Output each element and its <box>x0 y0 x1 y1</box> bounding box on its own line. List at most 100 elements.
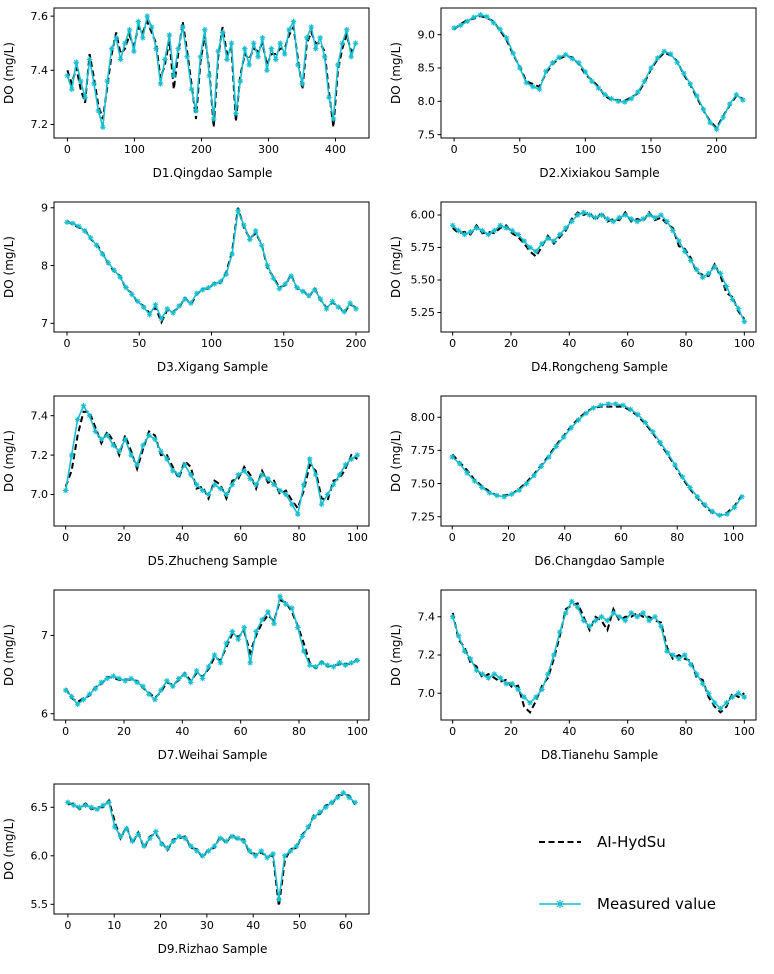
series-ai-hydsu-line <box>64 598 358 704</box>
x-tick-label: 40 <box>246 919 260 932</box>
x-tick-label: 60 <box>621 337 635 350</box>
x-tick-label: 300 <box>258 143 279 156</box>
y-axis-label: DO (mg/L) <box>2 42 16 104</box>
chart-d3-xigang: 0 50 100 150 200 7 8 9 DO (mg/L) D3.Xigang Sampl… <box>0 194 387 388</box>
dashed-line-icon <box>539 841 581 843</box>
x-tick-label: 100 <box>124 143 145 156</box>
x-tick-label: 50 <box>132 337 146 350</box>
chart-d1-qingdao: 0 100 200 300 400 7.2 7.4 7.6 DO (mg/L) D1.Qingd… <box>0 0 387 194</box>
y-axis-label: DO (mg/L) <box>2 430 16 492</box>
series-measured-markers <box>449 401 745 519</box>
x-tick-label: 80 <box>292 531 306 544</box>
chart-canvas: 0 20 40 60 80 100 5.25 5.50 5.75 6.00 DO (mg/L) <box>389 201 757 350</box>
chart-canvas: 0 50 100 150 200 7.5 8.0 8.5 9.0 DO (mg/L) <box>389 7 757 156</box>
series-measured-line <box>67 791 356 900</box>
series-measured-markers <box>62 593 361 708</box>
x-tick-label: 200 <box>345 337 366 350</box>
legend-label-measured: Measured value <box>597 895 717 913</box>
series-measured-markers <box>65 789 358 903</box>
x-tick-label: 60 <box>339 919 353 932</box>
legend-star-marker <box>556 900 564 908</box>
x-tick-label: 150 <box>641 143 662 156</box>
x-tick-label: 100 <box>734 337 755 350</box>
legend-label-ai-hydsu: AI-HydSu <box>597 833 666 851</box>
chart-xlabel: D3.Xigang Sample <box>156 360 269 374</box>
series-measured-markers <box>449 598 748 712</box>
axes-frame <box>53 395 370 527</box>
series-ai-hydsu-line <box>453 14 744 130</box>
y-tick-label: 8.0 <box>418 95 436 108</box>
x-tick-label: 100 <box>347 531 368 544</box>
x-tick-label: 0 <box>449 725 456 738</box>
y-tick-label: 6 <box>41 707 48 720</box>
x-tick-label: 40 <box>175 725 189 738</box>
x-tick-label: 20 <box>504 337 518 350</box>
y-axis-label: DO (mg/L) <box>2 236 16 298</box>
chart-d6-changdao: 0 20 40 60 80 100 7.25 7.50 7.75 8.00 DO (mg/L) D6… <box>387 388 774 582</box>
chart-canvas: 0 20 40 60 80 100 7.25 7.50 7.75 8.00 DO (mg/L) <box>389 395 757 544</box>
axes-frame <box>53 589 370 721</box>
x-tick-label: 0 <box>64 337 71 350</box>
x-tick-label: 100 <box>575 143 596 156</box>
x-tick-label: 40 <box>175 531 189 544</box>
chart-xlabel: D8.Tianehu Sample <box>540 748 659 762</box>
x-tick-label: 100 <box>723 531 744 544</box>
chart-canvas: 0 20 40 60 80 100 6 7 DO (mg/L) <box>2 589 370 738</box>
y-tick-label: 7.2 <box>418 649 436 662</box>
y-tick-label: 8 <box>41 259 48 272</box>
chart-canvas: 0 100 200 300 400 7.2 7.4 7.6 DO (mg/L) <box>2 7 370 156</box>
x-tick-label: 200 <box>191 143 212 156</box>
y-axis-label: DO (mg/L) <box>389 236 403 298</box>
legend-item-measured: Measured value <box>537 895 716 913</box>
series-measured-markers <box>451 11 746 133</box>
series-ai-hydsu-line <box>66 18 357 128</box>
y-tick-label: 7.0 <box>418 687 436 700</box>
y-tick-label: 8.00 <box>411 411 436 424</box>
x-tick-label: 100 <box>347 725 368 738</box>
series-measured-line <box>65 594 358 706</box>
x-tick-label: 150 <box>273 337 294 350</box>
chart-d7-weihai: 0 20 40 60 80 100 6 7 DO (mg/L) D7.Weihai Sample <box>0 582 387 776</box>
series-ai-hydsu-line <box>451 602 745 715</box>
chart-d5-zhucheng: 0 20 40 60 80 100 7.0 7.2 7.4 DO (mg/L) D5.Zhuche… <box>0 388 387 582</box>
y-axis-label: DO (mg/L) <box>389 42 403 104</box>
x-tick-label: 200 <box>706 143 727 156</box>
x-tick-label: 80 <box>670 531 684 544</box>
x-tick-label: 20 <box>502 531 516 544</box>
chart-canvas: 0 20 40 60 80 100 7.0 7.2 7.4 DO (mg/L) <box>2 395 370 544</box>
chart-xlabel: D4.Rongcheng Sample <box>531 360 668 374</box>
y-tick-label: 7.6 <box>31 10 49 23</box>
y-tick-label: 6.00 <box>411 209 436 222</box>
series-measured-markers <box>64 13 359 130</box>
chart-canvas: 0 10 20 30 40 50 60 5.5 6.0 6.5 DO (mg/L) <box>2 783 370 932</box>
y-tick-label: 9.0 <box>418 28 436 41</box>
chart-xlabel: D7.Weihai Sample <box>157 748 268 762</box>
chart-canvas: 0 50 100 150 200 7 8 9 DO (mg/L) <box>2 201 370 350</box>
x-tick-label: 60 <box>234 531 248 544</box>
x-tick-label: 10 <box>107 919 121 932</box>
chart-d9-rizhao: 0 10 20 30 40 50 60 5.5 6.0 6.5 DO (mg/L) D9.Rizha… <box>0 776 387 970</box>
x-tick-label: 0 <box>62 725 69 738</box>
chart-d8-tianehu: 0 20 40 60 80 100 7.0 7.2 7.4 DO (mg/L) D8.Tianeh… <box>387 582 774 776</box>
chart-d2-xixiakou: 0 50 100 150 200 7.5 8.0 8.5 9.0 DO (mg/L) D2.Xix… <box>387 0 774 194</box>
chart-xlabel: D5.Zhucheng Sample <box>147 554 278 568</box>
star-line-icon <box>539 900 581 908</box>
x-tick-label: 100 <box>201 337 222 350</box>
legend: AI-HydSu Measured value <box>387 776 774 970</box>
x-tick-label: 100 <box>734 725 755 738</box>
chart-xlabel: D9.Rizhao Sample <box>157 942 268 956</box>
axes-frame <box>440 589 757 721</box>
series-measured-markers <box>64 207 359 322</box>
series-measured-line <box>66 13 357 128</box>
y-tick-label: 7.4 <box>418 610 436 623</box>
y-tick-label: 7.50 <box>411 477 436 490</box>
x-tick-label: 0 <box>62 531 69 544</box>
y-tick-label: 7.75 <box>411 444 436 457</box>
y-tick-label: 5.25 <box>411 306 436 319</box>
chart-d4-rongcheng: 0 20 40 60 80 100 5.25 5.50 5.75 6.00 DO (mg/L) D4… <box>387 194 774 388</box>
axes-frame <box>53 783 370 915</box>
y-axis-label: DO (mg/L) <box>2 818 16 880</box>
y-tick-label: 7.4 <box>31 409 49 422</box>
y-tick-label: 7.0 <box>31 488 49 501</box>
